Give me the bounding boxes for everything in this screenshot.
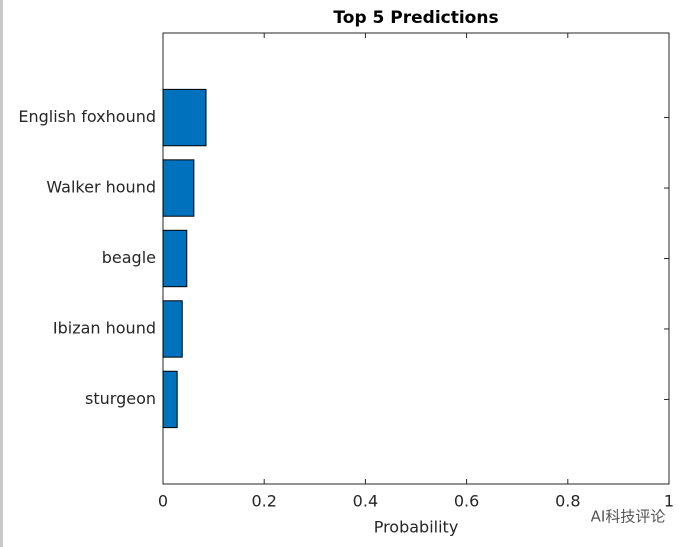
y-tick-label: Walker hound (46, 178, 156, 197)
y-tick-label: beagle (102, 248, 156, 267)
x-tick-label: 0.4 (353, 492, 378, 511)
chart-title: Top 5 Predictions (333, 8, 498, 28)
window-edge (0, 0, 3, 547)
bar (162, 88, 207, 147)
x-tick-label: 0.8 (555, 492, 580, 511)
bar (162, 300, 183, 358)
bar (162, 370, 178, 429)
y-tick-label: sturgeon (85, 389, 156, 408)
y-tick-label: English foxhound (18, 107, 156, 126)
axes-box (162, 32, 670, 485)
x-tick-label: 0.2 (251, 492, 276, 511)
watermark: AI科技评论 (591, 508, 666, 526)
x-tick-label: 0.6 (454, 492, 479, 511)
bar (162, 229, 188, 288)
bar (162, 159, 195, 217)
x-tick-label: 1 (664, 492, 674, 511)
x-tick-label: 0 (158, 492, 168, 511)
y-tick-label: Ibizan hound (53, 318, 156, 337)
x-axis-label: Probability (374, 518, 459, 537)
